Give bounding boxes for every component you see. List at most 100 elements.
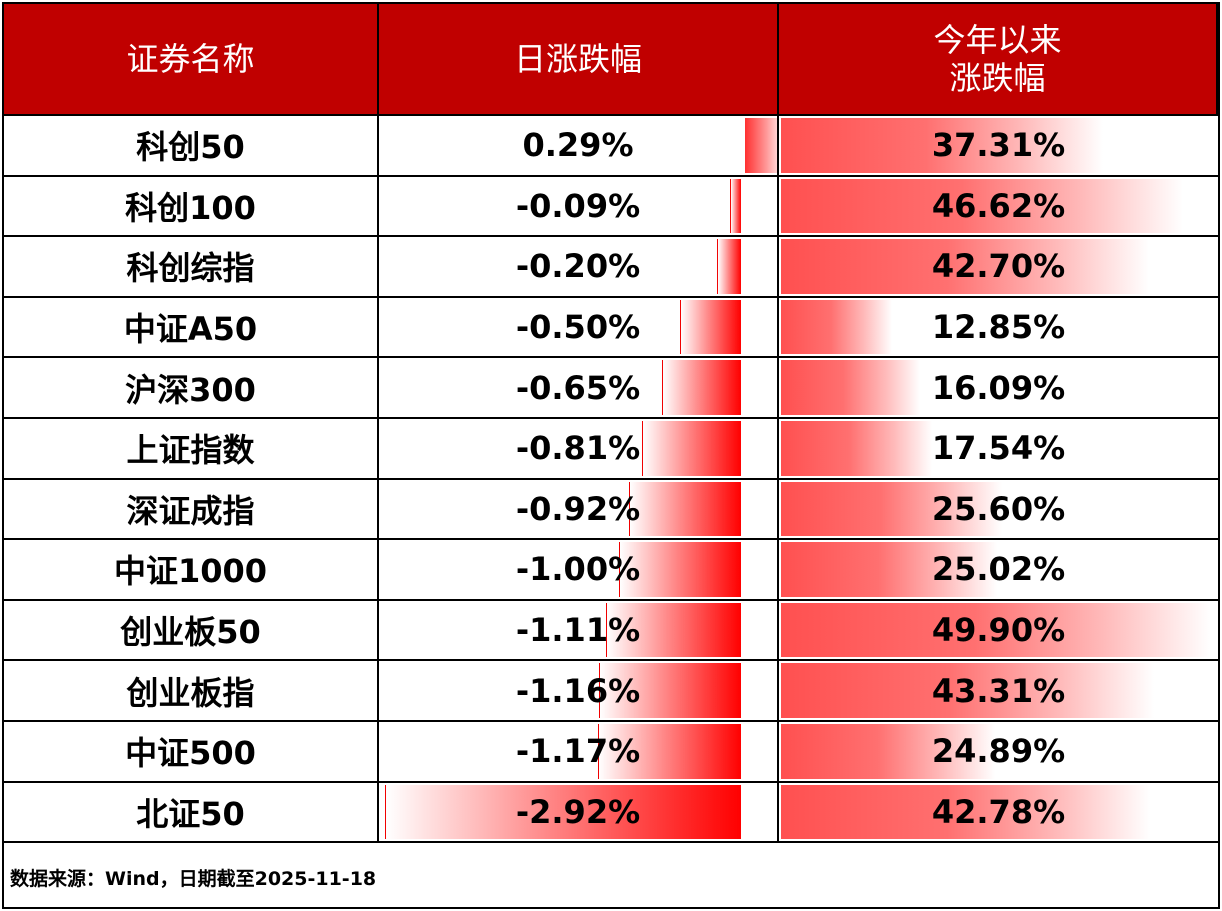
cell-ytd-change: 16.09% [779,358,1218,419]
daily-change-value: -0.65% [515,368,641,407]
daily-change-value: -0.81% [515,429,641,468]
header-security-name-label: 证券名称 [126,40,255,78]
header-ytd-change: 今年以来 涨跌幅 [779,4,1218,116]
ytd-change-bar [781,239,1149,294]
security-name-text: 创业板50 [120,613,261,652]
ytd-change-bar [781,784,1150,840]
cell-ytd-change: 37.31% [779,116,1218,177]
daily-change-value: -0.09% [515,186,641,225]
cell-ytd-change: 17.54% [779,419,1218,480]
cell-security-name: 创业板指 [4,661,379,722]
daily-change-bar [730,178,741,234]
cell-daily-change: -0.09% [379,176,779,238]
cell-ytd-change: 49.90% [779,601,1218,662]
header-daily-change: 日涨跌幅 [379,4,779,116]
daily-change-value: -0.50% [515,308,641,347]
security-name-text: 沪深300 [125,370,256,409]
daily-change-value: -0.20% [515,247,641,286]
daily-change-bar [642,420,741,476]
ytd-change-bar [781,118,1103,173]
cell-ytd-change: 43.31% [779,661,1218,722]
ytd-change-bar [781,481,1002,537]
cell-security-name: 中证A50 [4,297,379,359]
ytd-change-bar [781,178,1183,234]
header-ytd-line1: 今年以来 [933,21,1062,59]
ytd-change-bar [781,542,997,597]
daily-change-bar [745,118,777,173]
ytd-change-value: 37.31% [931,126,1066,165]
cell-security-name: 深证成指 [4,479,379,541]
daily-change-value: 0.29% [522,126,634,165]
ytd-change-bar [781,723,996,779]
cell-daily-change: -0.81% [379,418,779,480]
ytd-change-value: 24.89% [931,732,1066,771]
security-name-text: 创业板指 [126,673,255,712]
daily-change-value: -1.00% [515,550,641,589]
index-performance-table: 证券名称 日涨跌幅 今年以来 涨跌幅 科创50 0.29% 37.31% 科创100 -… [4,4,1218,844]
ytd-change-value: 42.78% [931,792,1066,831]
cell-ytd-change: 42.78% [779,783,1218,844]
daily-change-value: -1.11% [515,611,641,650]
security-name-text: 深证成指 [126,491,255,530]
ytd-change-bar [781,602,1211,658]
security-name-text: 中证500 [125,734,256,773]
security-name-text: 科创50 [136,128,245,167]
cell-daily-change: -1.11% [379,600,779,662]
daily-change-value: -1.17% [515,732,641,771]
cell-security-name: 中证500 [4,721,379,783]
daily-change-bar [605,602,741,658]
cell-security-name: 中证1000 [4,540,379,601]
security-name-text: 科创100 [125,188,256,227]
cell-ytd-change: 12.85% [779,298,1218,359]
daily-change-bar [619,542,741,597]
header-daily-change-label: 日涨跌幅 [513,40,642,78]
security-name-text: 上证指数 [126,431,255,470]
cell-daily-change: -0.50% [379,297,779,359]
cell-ytd-change: 25.60% [779,480,1218,541]
daily-change-value: -2.92% [515,792,641,831]
ytd-change-bar [781,420,933,476]
cell-ytd-change: 46.62% [779,177,1218,238]
ytd-change-value: 12.85% [931,308,1066,347]
security-name-text: 中证1000 [113,552,268,591]
daily-change-bar [599,663,741,718]
cell-daily-change: -1.00% [379,540,779,601]
cell-daily-change: -2.92% [379,782,779,844]
daily-change-bar [661,360,741,415]
cell-security-name: 北证50 [4,782,379,844]
header-ytd-line2: 涨跌幅 [949,59,1046,97]
cell-security-name: 创业板50 [4,600,379,662]
daily-change-bar [384,784,741,840]
security-name-text: 北证50 [136,794,245,833]
security-name-text: 中证A50 [123,310,258,349]
data-source-text: 数据来源：Wind，日期截至2025-11-18 [10,867,377,890]
ytd-change-bar [781,360,920,415]
header-security-name: 证券名称 [4,4,379,116]
cell-security-name: 沪深300 [4,358,379,419]
cell-daily-change: -1.17% [379,721,779,783]
security-name-text: 科创综指 [126,249,255,288]
cell-daily-change: -0.92% [379,479,779,541]
cell-daily-change: -0.65% [379,358,779,419]
ytd-change-value: 49.90% [931,611,1066,650]
daily-change-bar [716,239,741,294]
cell-daily-change: -1.16% [379,661,779,722]
daily-change-value: -0.92% [515,489,641,528]
ytd-change-bar [781,299,892,355]
cell-security-name: 科创综指 [4,237,379,298]
cell-daily-change: 0.29% [379,116,779,177]
daily-change-bar [680,299,741,355]
daily-change-value: -1.16% [515,671,641,710]
daily-change-bar [628,481,741,537]
ytd-change-value: 17.54% [931,429,1066,468]
data-source-note: 数据来源：Wind，日期截至2025-11-18 [4,847,1218,907]
ytd-change-value: 16.09% [931,368,1066,407]
ytd-change-value: 42.70% [931,247,1066,286]
ytd-change-value: 25.60% [931,489,1066,528]
ytd-change-value: 43.31% [931,671,1066,710]
cell-daily-change: -0.20% [379,237,779,298]
cell-ytd-change: 42.70% [779,237,1218,298]
cell-security-name: 科创100 [4,176,379,238]
ytd-change-value: 25.02% [931,550,1066,589]
